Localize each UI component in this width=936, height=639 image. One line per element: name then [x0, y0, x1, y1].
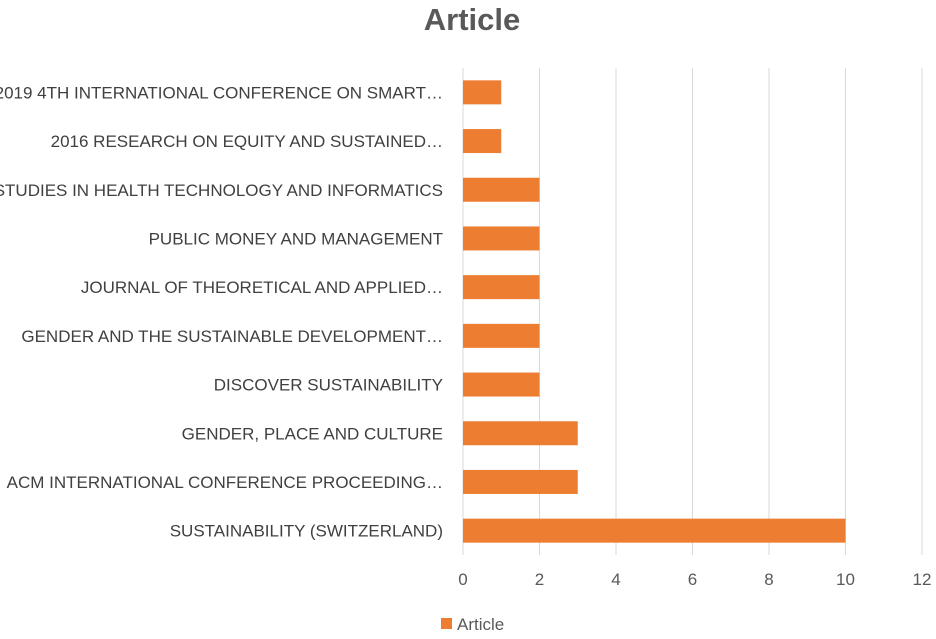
x-tick-label-2: 2: [535, 570, 544, 589]
legend-swatch: [441, 618, 452, 629]
bar-2: [463, 129, 502, 154]
x-tick-label-8: 8: [764, 570, 773, 589]
bar-7: [463, 372, 540, 397]
bar-10: [463, 518, 846, 543]
bar-8: [463, 421, 578, 446]
x-tick-labels: 0 2 4 6 8 10 12: [458, 570, 931, 589]
bar-4: [463, 226, 540, 251]
bar-3: [463, 177, 540, 202]
x-tick-label-0: 0: [458, 570, 467, 589]
x-tick-label-12: 12: [913, 570, 932, 589]
bar-1: [463, 80, 502, 105]
category-label-10: SUSTAINABILITY (SWITZERLAND): [170, 522, 443, 541]
category-labels: 2019 4TH INTERNATIONAL CONFERENCE ON SMA…: [0, 83, 443, 540]
category-label-3: STUDIES IN HEALTH TECHNOLOGY AND INFORMA…: [0, 181, 443, 200]
category-label-5: JOURNAL OF THEORETICAL AND APPLIED…: [81, 278, 443, 297]
legend-label: Article: [457, 615, 504, 634]
bar-9: [463, 469, 578, 494]
x-tick-label-4: 4: [611, 570, 620, 589]
category-label-8: GENDER, PLACE AND CULTURE: [182, 424, 443, 443]
category-label-4: PUBLIC MONEY AND MANAGEMENT: [149, 229, 443, 248]
gridlines: [462, 68, 923, 555]
bars: [463, 80, 846, 543]
category-label-2: 2016 RESEARCH ON EQUITY AND SUSTAINED…: [51, 132, 443, 151]
category-label-9: ACM INTERNATIONAL CONFERENCE PROCEEDING…: [7, 473, 443, 492]
bar-5: [463, 275, 540, 300]
x-tick-label-10: 10: [836, 570, 855, 589]
category-label-7: DISCOVER SUSTAINABILITY: [214, 376, 443, 395]
bar-6: [463, 323, 540, 348]
x-tick-label-6: 6: [688, 570, 697, 589]
chart-title: Article: [424, 2, 520, 37]
category-label-6: GENDER AND THE SUSTAINABLE DEVELOPMENT…: [21, 327, 443, 346]
category-label-1: 2019 4TH INTERNATIONAL CONFERENCE ON SMA…: [0, 83, 443, 102]
legend: Article: [441, 615, 504, 634]
